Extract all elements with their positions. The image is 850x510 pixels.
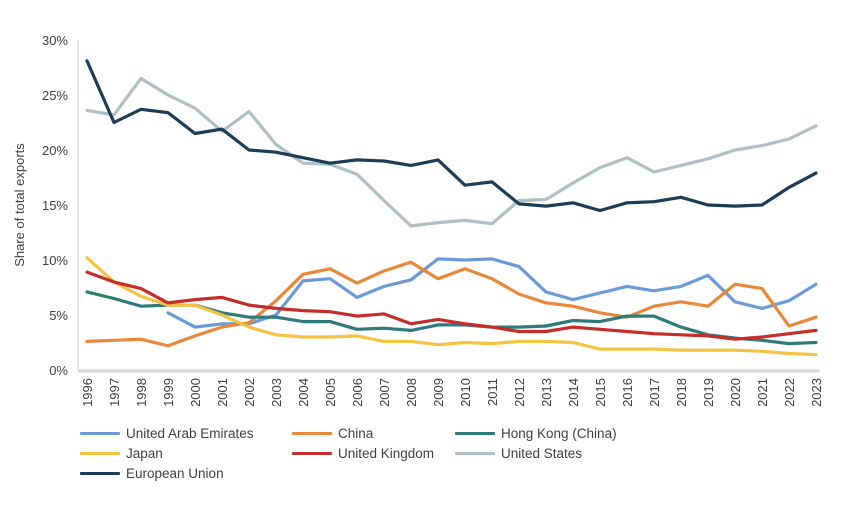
legend-item: Hong Kong (China)	[455, 426, 617, 441]
x-tick-label: 1999	[161, 378, 176, 407]
x-tick-label: 2021	[755, 378, 770, 407]
x-tick-label: 2011	[485, 378, 500, 406]
x-tick-label: 1997	[107, 378, 122, 407]
x-tick-label: 2016	[620, 378, 635, 407]
legend-label: European Union	[126, 466, 224, 481]
series-layer	[85, 59, 818, 357]
x-tick-label: 2015	[593, 378, 608, 407]
series-line-european-union	[85, 59, 818, 213]
x-axis: 1996 1997 1998 1999 2000 2001 2002 2003 2004 2005…	[78, 369, 824, 407]
series-line-united-states	[85, 76, 818, 228]
legend-swatch	[455, 452, 495, 455]
legend-swatch	[292, 432, 332, 435]
y-tick-label: 10%	[42, 253, 68, 268]
legend-label: Japan	[126, 446, 163, 461]
legend-swatch	[80, 452, 120, 455]
x-tick-label: 2003	[269, 378, 284, 407]
x-tick-label: 2005	[323, 378, 338, 407]
x-tick-label: 2022	[782, 378, 797, 407]
x-tick-label: 2018	[674, 378, 689, 407]
legend-item: United States	[455, 446, 582, 461]
y-tick-label: 15%	[42, 198, 68, 213]
x-tick-label: 2000	[188, 378, 203, 407]
y-tick-label: 25%	[42, 88, 68, 103]
legend-label: United States	[501, 446, 583, 461]
y-tick-label: 20%	[42, 143, 68, 158]
x-tick-label: 2017	[647, 378, 662, 407]
x-tick-label: 2014	[566, 378, 581, 407]
x-tick-label: 2002	[242, 378, 257, 407]
legend-item: Japan	[80, 446, 163, 461]
y-axis: 0% 5% 10% 15% 20% 25% 30%	[42, 33, 79, 378]
x-tick-label: 2023	[809, 378, 824, 407]
series-line-china	[85, 260, 818, 348]
legend-swatch	[80, 472, 120, 475]
legend-item: China	[292, 426, 373, 441]
y-axis-title: Share of total exports	[12, 143, 27, 267]
legend-swatch	[80, 432, 120, 435]
x-tick-label: 2004	[296, 378, 311, 407]
x-tick-label: 2007	[377, 378, 392, 407]
x-tick-label: 2006	[350, 378, 365, 407]
series-line-united-arab-emirates	[166, 257, 818, 329]
legend-label: China	[338, 426, 374, 441]
x-tick-label: 2009	[431, 378, 446, 407]
x-tick-label: 2008	[404, 378, 419, 407]
x-tick-label: 2020	[728, 378, 743, 407]
x-tick-label: 1998	[134, 378, 149, 407]
x-tick-label: 2001	[215, 378, 230, 407]
x-tick-label: 1996	[80, 378, 95, 407]
x-tick-label: 2010	[458, 378, 473, 407]
y-tick-label: 30%	[42, 33, 68, 48]
legend-item: European Union	[80, 466, 224, 481]
series-line-united-kingdom	[85, 270, 818, 341]
legend-swatch	[292, 452, 332, 455]
x-tick-label: 2012	[512, 378, 527, 407]
y-tick-label: 0%	[49, 363, 68, 378]
legend-swatch	[455, 432, 495, 435]
x-tick-label: 2013	[539, 378, 554, 407]
legend-label: Hong Kong (China)	[501, 426, 617, 441]
y-tick-label: 5%	[49, 308, 68, 323]
line-chart: 0% 5% 10% 15% 20% 25% 30% 1996 1997 1998 1999 2000…	[12, 33, 824, 407]
series-line-japan	[85, 256, 818, 357]
legend-label: United Kingdom	[338, 446, 435, 461]
legend-item: United Arab Emirates	[80, 426, 254, 441]
legend-item: United Kingdom	[292, 446, 434, 461]
x-tick-label: 2019	[701, 378, 716, 407]
legend-label: United Arab Emirates	[126, 426, 254, 441]
